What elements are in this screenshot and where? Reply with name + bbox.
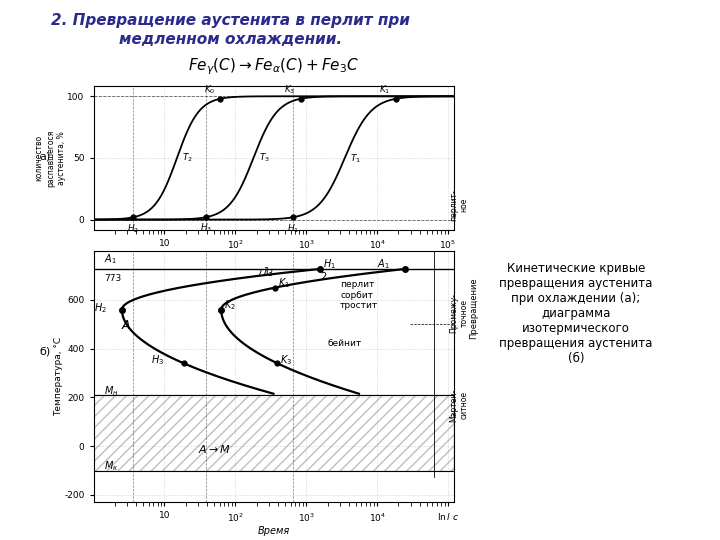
Text: $H_3$: $H_3$ (200, 222, 212, 234)
Text: $A \rightarrow M$: $A \rightarrow M$ (198, 443, 231, 455)
Text: бейнит: бейнит (328, 339, 362, 348)
Text: $H_3$: $H_3$ (151, 353, 164, 367)
Text: $K_3$: $K_3$ (284, 84, 295, 96)
Text: А: А (122, 319, 130, 332)
Text: $Fe_{\gamma}(C) \rightarrow Fe_{\alpha}(C) + Fe_3C$: $Fe_{\gamma}(C) \rightarrow Fe_{\alpha}(… (188, 57, 359, 77)
Text: $M_н$: $M_н$ (104, 384, 119, 397)
Text: перлит
сорбит
тростит: перлит сорбит тростит (340, 280, 378, 310)
Text: $H_2$: $H_2$ (127, 222, 140, 234)
Text: б): б) (40, 346, 51, 356)
Text: а): а) (40, 152, 51, 161)
Text: $K_1$: $K_1$ (379, 84, 391, 96)
Text: 2. Превращение аустенита в перлит при: 2. Превращение аустенита в перлит при (51, 14, 410, 29)
Y-axis label: Температура, °С: Температура, °С (54, 337, 63, 416)
Text: перлит-
ное: перлит- ное (449, 190, 468, 221)
Text: $K_0$: $K_0$ (204, 84, 215, 96)
Text: $H_2$: $H_2$ (94, 301, 107, 315)
Text: $H_1$: $H_1$ (323, 257, 336, 271)
Text: 773: 773 (104, 274, 121, 284)
Text: медленном охлаждении.: медленном охлаждении. (119, 32, 342, 48)
X-axis label: Время: Время (258, 526, 289, 536)
Text: Промежу-
точное: Промежу- точное (449, 293, 468, 333)
Text: $K_2$: $K_2$ (224, 299, 236, 312)
Text: $T_3$: $T_3$ (259, 152, 270, 164)
Text: $A_1$: $A_1$ (104, 253, 117, 266)
Text: $M_к$: $M_к$ (104, 460, 118, 473)
Text: 773: 773 (257, 269, 274, 278)
Text: $T_2$: $T_2$ (182, 152, 194, 164)
Text: 1: 1 (264, 267, 270, 278)
Text: Кинетические кривые
превращения аустенита
при охлаждении (а);
диаграмма
изотерми: Кинетические кривые превращения аустенит… (499, 262, 653, 364)
Text: 2: 2 (320, 272, 327, 282)
Text: $K_3$: $K_3$ (280, 353, 292, 367)
Text: $T_1$: $T_1$ (350, 152, 361, 165)
Text: $K_1$: $K_1$ (278, 276, 289, 291)
Text: $H_1$: $H_1$ (287, 222, 300, 234)
Y-axis label: количество
распавшегося
аустенита, %: количество распавшегося аустенита, % (35, 129, 66, 187)
Text: Мартен-
ситное: Мартен- ситное (449, 388, 468, 422)
Text: $A_1$: $A_1$ (377, 257, 390, 271)
Text: Превращение: Превращение (469, 277, 478, 339)
